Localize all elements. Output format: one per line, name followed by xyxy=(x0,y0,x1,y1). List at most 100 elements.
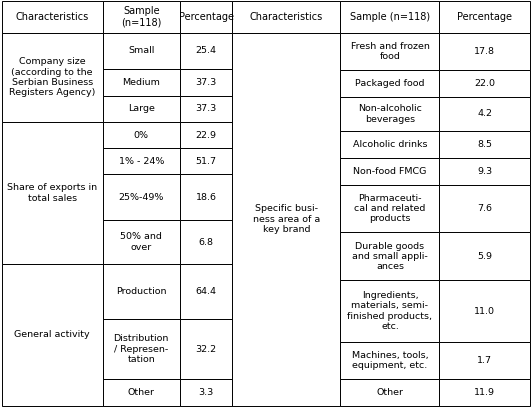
Bar xyxy=(340,131,439,158)
Bar xyxy=(180,96,232,122)
Bar xyxy=(180,148,232,175)
Bar xyxy=(103,148,180,175)
Bar xyxy=(103,1,180,33)
Bar xyxy=(180,33,232,69)
Text: 64.4: 64.4 xyxy=(196,287,217,296)
Text: Percentage: Percentage xyxy=(458,12,512,22)
Text: Non-alcoholic
beverages: Non-alcoholic beverages xyxy=(358,104,422,124)
Bar xyxy=(232,33,340,406)
Bar xyxy=(439,33,530,70)
Bar xyxy=(103,379,180,406)
Text: Large: Large xyxy=(128,104,155,113)
Bar xyxy=(439,1,530,33)
Bar xyxy=(439,70,530,96)
Bar xyxy=(103,221,180,264)
Text: Machines, tools,
equipment, etc.: Machines, tools, equipment, etc. xyxy=(352,351,428,370)
Text: Specific busi-
ness area of a
key brand: Specific busi- ness area of a key brand xyxy=(253,204,320,234)
Text: Characteristics: Characteristics xyxy=(15,12,89,22)
Text: 0%: 0% xyxy=(134,131,149,140)
Bar xyxy=(439,184,530,232)
Bar xyxy=(103,319,180,379)
Bar xyxy=(439,342,530,379)
Bar xyxy=(2,1,103,33)
Text: 4.2: 4.2 xyxy=(477,109,493,118)
Bar xyxy=(2,264,103,406)
Bar xyxy=(340,1,439,33)
Text: 1% - 24%: 1% - 24% xyxy=(119,157,164,166)
Text: 17.8: 17.8 xyxy=(475,47,495,56)
Bar xyxy=(340,232,439,280)
Text: Fresh and frozen
food: Fresh and frozen food xyxy=(351,42,429,61)
Bar xyxy=(180,122,232,148)
Text: Other: Other xyxy=(128,388,155,397)
Text: 7.6: 7.6 xyxy=(477,204,493,213)
Text: Percentage: Percentage xyxy=(179,12,234,22)
Text: Distribution
/ Represen-
tation: Distribution / Represen- tation xyxy=(113,335,169,364)
Bar xyxy=(439,131,530,158)
Text: 32.2: 32.2 xyxy=(196,345,217,354)
Bar xyxy=(340,280,439,342)
Bar xyxy=(439,158,530,184)
Text: 9.3: 9.3 xyxy=(477,167,493,176)
Text: 37.3: 37.3 xyxy=(196,78,217,87)
Text: 22.0: 22.0 xyxy=(475,79,495,88)
Text: 6.8: 6.8 xyxy=(198,238,214,247)
Text: Pharmaceuti-
cal and related
products: Pharmaceuti- cal and related products xyxy=(354,194,426,223)
Bar xyxy=(232,1,340,33)
Text: Other: Other xyxy=(377,388,403,397)
Text: 5.9: 5.9 xyxy=(477,252,493,261)
Bar xyxy=(340,33,439,70)
Bar xyxy=(103,175,180,221)
Text: General activity: General activity xyxy=(14,330,90,339)
Text: 18.6: 18.6 xyxy=(196,193,217,202)
Bar xyxy=(180,1,232,33)
Bar xyxy=(103,33,180,69)
Bar xyxy=(439,232,530,280)
Text: Small: Small xyxy=(128,46,154,55)
Text: Sample
(n=118): Sample (n=118) xyxy=(121,6,161,28)
Bar xyxy=(180,175,232,221)
Text: 11.0: 11.0 xyxy=(475,306,495,316)
Text: 37.3: 37.3 xyxy=(196,104,217,113)
Text: 25.4: 25.4 xyxy=(196,46,217,55)
Bar xyxy=(180,221,232,264)
Bar xyxy=(103,69,180,96)
Bar xyxy=(180,69,232,96)
Bar xyxy=(103,122,180,148)
Bar xyxy=(439,379,530,406)
Bar xyxy=(340,70,439,96)
Text: Alcoholic drinks: Alcoholic drinks xyxy=(353,140,427,149)
Text: Sample (n=118): Sample (n=118) xyxy=(350,12,430,22)
Text: Non-food FMCG: Non-food FMCG xyxy=(353,167,427,176)
Text: Packaged food: Packaged food xyxy=(355,79,425,88)
Text: 8.5: 8.5 xyxy=(477,140,493,149)
Text: Ingredients,
materials, semi-
finished products,
etc.: Ingredients, materials, semi- finished p… xyxy=(347,291,433,331)
Text: 3.3: 3.3 xyxy=(198,388,214,397)
Bar xyxy=(180,379,232,406)
Text: Production: Production xyxy=(116,287,167,296)
Text: 11.9: 11.9 xyxy=(475,388,495,397)
Bar xyxy=(2,122,103,264)
Text: 22.9: 22.9 xyxy=(196,131,217,140)
Text: Characteristics: Characteristics xyxy=(250,12,323,22)
Bar xyxy=(340,96,439,131)
Text: Medium: Medium xyxy=(122,78,160,87)
Bar xyxy=(340,379,439,406)
Bar xyxy=(103,96,180,122)
Bar xyxy=(439,280,530,342)
Text: Company size
(according to the
Serbian Business
Registers Agency): Company size (according to the Serbian B… xyxy=(9,57,95,97)
Bar xyxy=(340,158,439,184)
Text: 51.7: 51.7 xyxy=(196,157,217,166)
Text: Durable goods
and small appli-
ances: Durable goods and small appli- ances xyxy=(352,242,428,271)
Bar xyxy=(2,33,103,122)
Bar xyxy=(103,264,180,319)
Bar xyxy=(340,342,439,379)
Text: 25%-49%: 25%-49% xyxy=(119,193,164,202)
Bar xyxy=(340,184,439,232)
Text: Share of exports in
total sales: Share of exports in total sales xyxy=(7,183,97,203)
Bar xyxy=(439,96,530,131)
Text: 50% and
over: 50% and over xyxy=(120,232,162,252)
Text: 1.7: 1.7 xyxy=(477,356,493,365)
Bar xyxy=(180,264,232,319)
Bar xyxy=(180,319,232,379)
